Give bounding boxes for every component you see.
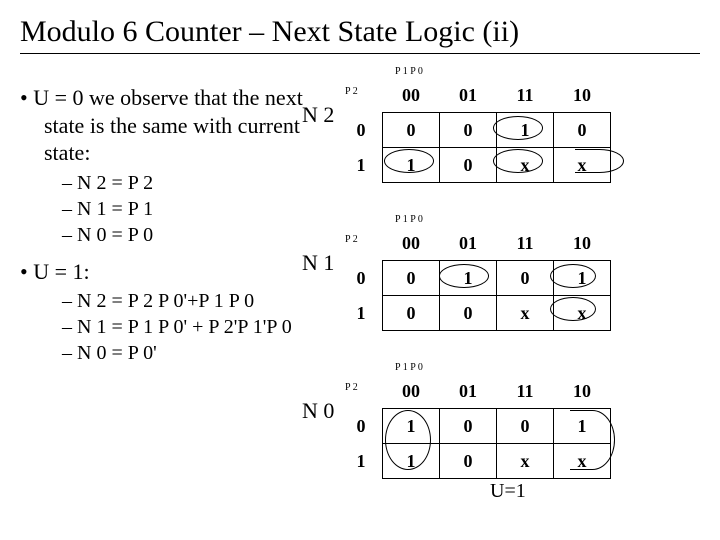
p1p0-label: P 1 P 0 bbox=[395, 66, 423, 77]
row-1: 1 bbox=[340, 296, 383, 331]
sub-u1-n0: – N 0 = P 0' bbox=[20, 341, 340, 366]
col-00: 00 bbox=[383, 374, 440, 409]
n0-00-1: 1 bbox=[383, 444, 440, 479]
kmap-n1-label: N 1 bbox=[302, 250, 334, 276]
n2-11-0: 1 bbox=[497, 113, 554, 148]
n0-01-1: 0 bbox=[440, 444, 497, 479]
right-column: N 2 P 1 P 0 P 2 00 01 11 10 0 0 0 1 0 bbox=[340, 64, 700, 508]
n1-01-0: 1 bbox=[440, 261, 497, 296]
n2-11-1: x bbox=[497, 148, 554, 183]
n1-01-1: 0 bbox=[440, 296, 497, 331]
n1-00-0: 0 bbox=[383, 261, 440, 296]
row-1: 1 bbox=[340, 148, 383, 183]
bullet-u1: • U = 1: bbox=[20, 258, 340, 286]
kmap-n1-table: 00 01 11 10 0 0 1 0 1 1 0 0 x x bbox=[340, 226, 611, 331]
kmap-n0-table: 00 01 11 10 0 1 0 0 1 1 1 0 x x bbox=[340, 374, 611, 479]
kmap-n0: N 0 P 1 P 0 P 2 00 01 11 10 0 1 0 0 1 bbox=[340, 360, 700, 490]
content-row: • U = 0 we observe that the next state i… bbox=[20, 64, 700, 508]
n2-00-0: 0 bbox=[383, 113, 440, 148]
sub-n2-p2: – N 2 = P 2 bbox=[20, 171, 340, 196]
n0-11-1: x bbox=[497, 444, 554, 479]
row-0: 0 bbox=[340, 409, 383, 444]
col-00: 00 bbox=[383, 226, 440, 261]
n2-00-1: 1 bbox=[383, 148, 440, 183]
sub-n0-p0: – N 0 = P 0 bbox=[20, 223, 340, 248]
col-10: 10 bbox=[554, 374, 611, 409]
col-11: 11 bbox=[497, 374, 554, 409]
bullet-u1-text: U = 1: bbox=[33, 259, 89, 284]
sub-u1-n1: – N 1 = P 1 P 0' + P 2'P 1'P 0 bbox=[20, 315, 340, 340]
col-01: 01 bbox=[440, 374, 497, 409]
n1-00-1: 0 bbox=[383, 296, 440, 331]
n1-11-0: 0 bbox=[497, 261, 554, 296]
n0-01-0: 0 bbox=[440, 409, 497, 444]
col-01: 01 bbox=[440, 78, 497, 113]
sub-n1-p1: – N 1 = P 1 bbox=[20, 197, 340, 222]
n1-11-1: x bbox=[497, 296, 554, 331]
kmap-n1: N 1 P 1 P 0 P 2 00 01 11 10 0 0 1 0 1 bbox=[340, 212, 700, 342]
n1-10-0: 1 bbox=[554, 261, 611, 296]
col-11: 11 bbox=[497, 78, 554, 113]
bullet-u0: • U = 0 we observe that the next state i… bbox=[20, 84, 340, 167]
kmap-n2: N 2 P 1 P 0 P 2 00 01 11 10 0 0 0 1 0 bbox=[340, 64, 700, 194]
row-0: 0 bbox=[340, 261, 383, 296]
bullet-dot: • bbox=[20, 85, 33, 110]
n0-10-1: x bbox=[554, 444, 611, 479]
col-10: 10 bbox=[554, 78, 611, 113]
kmap-n2-label: N 2 bbox=[302, 102, 334, 128]
row-1: 1 bbox=[340, 444, 383, 479]
col-00: 00 bbox=[383, 78, 440, 113]
n2-01-0: 0 bbox=[440, 113, 497, 148]
col-01: 01 bbox=[440, 226, 497, 261]
u1-label: U=1 bbox=[490, 480, 526, 503]
p1p0-label: P 1 P 0 bbox=[395, 362, 423, 373]
p1p0-label: P 1 P 0 bbox=[395, 214, 423, 225]
n0-10-0: 1 bbox=[554, 409, 611, 444]
n1-10-1: x bbox=[554, 296, 611, 331]
n0-11-0: 0 bbox=[497, 409, 554, 444]
left-column: • U = 0 we observe that the next state i… bbox=[20, 64, 340, 508]
kmap-n0-label: N 0 bbox=[302, 398, 334, 424]
n0-00-0: 1 bbox=[383, 409, 440, 444]
row-0: 0 bbox=[340, 113, 383, 148]
col-10: 10 bbox=[554, 226, 611, 261]
kmap-n2-table: 00 01 11 10 0 0 0 1 0 1 1 0 x x bbox=[340, 78, 611, 183]
sub-u1-n2: – N 2 = P 2 P 0'+P 1 P 0 bbox=[20, 289, 340, 314]
n2-01-1: 0 bbox=[440, 148, 497, 183]
col-11: 11 bbox=[497, 226, 554, 261]
n2-10-0: 0 bbox=[554, 113, 611, 148]
n2-10-1: x bbox=[554, 148, 611, 183]
bullet-dot: • bbox=[20, 259, 33, 284]
bullet-u0-text: U = 0 we observe that the next state is … bbox=[33, 85, 303, 165]
page-title: Modulo 6 Counter – Next State Logic (ii) bbox=[20, 15, 700, 54]
